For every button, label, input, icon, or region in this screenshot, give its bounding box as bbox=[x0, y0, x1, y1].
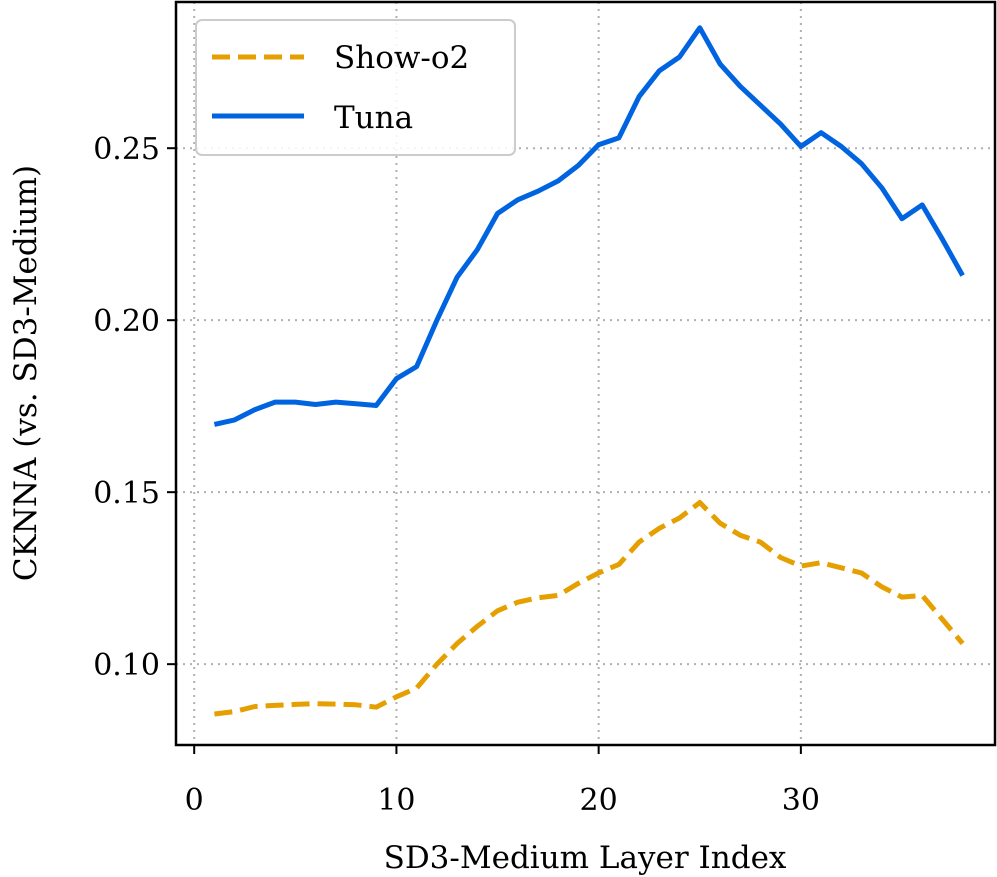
y-tick-label: 0.25 bbox=[93, 132, 160, 167]
y-ticks: 0.10 0.15 0.20 0.25 bbox=[93, 132, 176, 683]
x-tick-label: 30 bbox=[782, 783, 820, 818]
legend-label-tuna: Tuna bbox=[334, 100, 413, 136]
series-layer bbox=[213, 25, 965, 717]
legend-label-show-o2: Show-o2 bbox=[334, 40, 469, 76]
x-ticks: 0 10 20 30 bbox=[185, 745, 820, 818]
x-axis-title: SD3-Medium Layer Index bbox=[384, 840, 787, 876]
y-axis-title: CKNNA (vs. SD3-Medium) bbox=[8, 165, 44, 581]
grid bbox=[176, 2, 995, 745]
x-tick-label: 10 bbox=[377, 783, 415, 818]
y-tick-label: 0.10 bbox=[93, 648, 160, 683]
x-tick-label: 0 bbox=[185, 783, 204, 818]
y-tick-label: 0.20 bbox=[93, 304, 160, 339]
series-line-tuna bbox=[213, 25, 965, 427]
x-tick-label: 20 bbox=[580, 783, 618, 818]
axes-frame bbox=[174, 0, 997, 747]
legend-box bbox=[195, 19, 516, 156]
legend: Show-o2 Tuna bbox=[195, 19, 516, 156]
series-line-show-o2 bbox=[214, 500, 965, 717]
y-tick-label: 0.15 bbox=[93, 476, 160, 511]
